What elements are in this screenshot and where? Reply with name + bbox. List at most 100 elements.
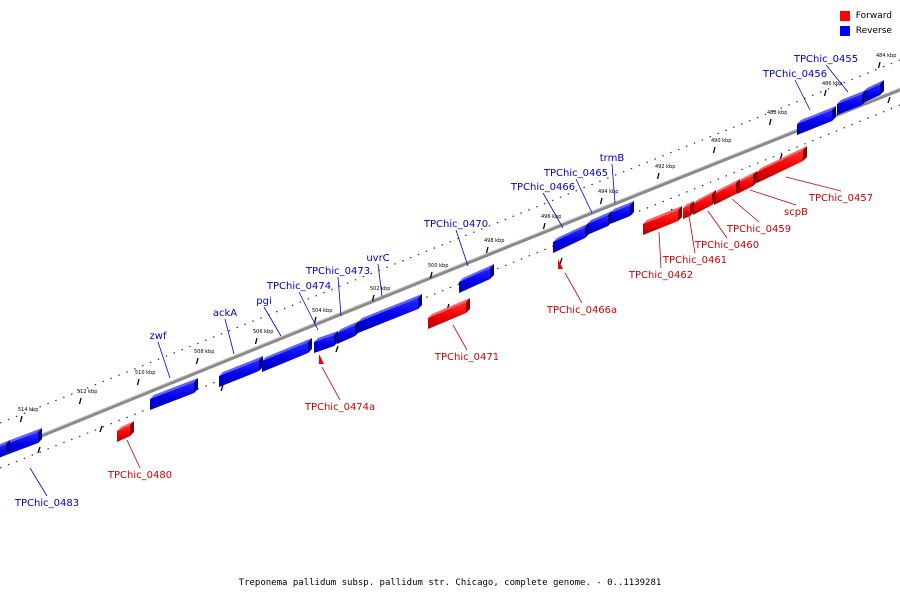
tick-mark: [429, 271, 433, 279]
tick-label: 496 kbp: [541, 214, 561, 220]
tick-label: 500 kbp: [428, 263, 448, 269]
tpchic-0466a-gene-label[interactable]: TPChic_0466a: [546, 272, 617, 316]
legend: Forward Reverse: [839, 8, 892, 38]
upper-dotted-track: [0, 59, 900, 424]
lower-tick-mark: [37, 446, 41, 454]
tick-mark: [254, 337, 258, 345]
tpchic-0466-feature: [553, 223, 589, 253]
lower-tick-mark: [99, 425, 103, 433]
tpchic-0456-feature: [837, 90, 866, 115]
label-layer: TPChic_0455 TPChic_0456 trmB TPChic_0465 TPC…: [14, 54, 873, 509]
tick-mark: [542, 222, 546, 230]
tick-mark: [712, 146, 716, 154]
acka-gene-label[interactable]: ackA: [213, 308, 237, 355]
svg-text:TPChic_0459: TPChic_0459: [726, 224, 791, 235]
svg-text:TPChic_0460: TPChic_0460: [694, 240, 759, 251]
tpchic-0456-gene-label[interactable]: TPChic_0456: [762, 69, 827, 111]
svg-text:TPChic_0470: TPChic_0470: [423, 219, 488, 230]
lower-tick-mark: [559, 257, 563, 265]
tpchic-0471-gene-label[interactable]: TPChic_0471: [434, 324, 499, 363]
tick-label: 514 kbp: [18, 407, 38, 413]
lower-tick-mark: [335, 345, 339, 353]
tick-mark: [195, 357, 199, 365]
tpchic-0457-feature: [757, 146, 807, 183]
tpchic-0470-feature: [459, 264, 494, 293]
zwf-gene-label[interactable]: zwf: [150, 331, 171, 379]
tpchic-0466-gene-label[interactable]: TPChic_0466: [510, 182, 575, 229]
lower-dotted-track: [0, 104, 900, 469]
tpchic-0483-feature: [6, 428, 42, 455]
tpchic-0462-feature: [643, 206, 682, 235]
tick-layer: 484 kbp 486 kbp 488 kbp 490 kbp 492 kbp 494 k…: [18, 53, 896, 423]
trmb-gene-label[interactable]: trmB: [600, 153, 625, 204]
legend-reverse-label: Reverse: [855, 25, 892, 36]
pgi-feature: [262, 338, 312, 372]
tpchic-0455-gene-label[interactable]: TPChic_0455: [793, 54, 858, 93]
svg-text:TPChic_0466: TPChic_0466: [510, 182, 575, 193]
svg-text:TPChic_0461: TPChic_0461: [662, 255, 727, 266]
tpchic-0474-gene-label[interactable]: TPChic_0474: [266, 281, 331, 331]
tick-label: 490 kbp: [711, 138, 731, 144]
tick-mark: [485, 246, 489, 254]
tpchic-0459-feature: [714, 179, 740, 205]
tpchic-0462-gene-label[interactable]: TPChic_0462: [628, 231, 693, 281]
legend-forward: Forward: [839, 8, 892, 23]
tick-label: 492 kbp: [655, 164, 675, 170]
uvrc-gene-label[interactable]: uvrC: [366, 253, 390, 297]
svg-text:TPChic_0474a: TPChic_0474a: [304, 402, 375, 413]
svg-text:TPChic_0465: TPChic_0465: [543, 168, 608, 179]
tick-mark: [768, 118, 772, 126]
svg-text:trmB: trmB: [600, 153, 625, 164]
forward-swatch: [839, 10, 850, 21]
tpchic-0459-gene-label[interactable]: TPChic_0459: [726, 198, 791, 235]
legend-reverse: Reverse: [839, 23, 892, 38]
scpb-gene-label[interactable]: scpB: [749, 189, 808, 218]
lower-tick-mark: [887, 96, 891, 104]
tick-mark: [136, 378, 140, 386]
gene-layer: [0, 80, 884, 458]
tpchic-0460-gene-label[interactable]: TPChic_0460: [694, 210, 759, 251]
svg-text:TPChic_0483: TPChic_0483: [14, 498, 79, 509]
svg-text:TPChic_0474: TPChic_0474: [266, 281, 331, 292]
tick-label: 484 kbp: [876, 53, 896, 59]
uvrc-feature: [358, 294, 422, 333]
tick-mark: [823, 89, 827, 97]
tick-label: 508 kbp: [194, 349, 214, 355]
svg-text:TPChic_0457: TPChic_0457: [808, 193, 873, 204]
tpchic-0465-feature: [587, 211, 612, 235]
tick-label: 488 kbp: [767, 110, 787, 116]
tpchic-0483-gene-label[interactable]: TPChic_0483: [14, 467, 79, 509]
svg-text:TPChic_0473: TPChic_0473: [305, 266, 370, 277]
zwf-feature: [150, 378, 198, 410]
tpchic-0474a-gene-label[interactable]: TPChic_0474a: [304, 366, 375, 413]
tick-label: 486 kbp: [822, 81, 842, 87]
tpchic-0457-gene-label[interactable]: TPChic_0457: [785, 176, 873, 204]
reverse-swatch: [839, 25, 850, 36]
tpchic-0480-gene-label[interactable]: TPChic_0480: [107, 439, 172, 481]
svg-text:scpB: scpB: [784, 207, 808, 218]
tick-label: 512 kbp: [77, 389, 97, 395]
map-caption: Treponema pallidum subsp. pallidum str. …: [238, 578, 662, 588]
tick-mark: [656, 172, 660, 180]
svg-text:TPChic_0462: TPChic_0462: [628, 270, 693, 281]
tick-label: 502 kbp: [370, 286, 390, 292]
tpchic-0473-gene-label[interactable]: TPChic_0473: [305, 266, 370, 317]
lower-tick-mark: [220, 384, 224, 392]
tpchic-0466a-feature: [558, 259, 563, 269]
tpchic-0471-feature: [428, 298, 470, 329]
pgi-gene-label[interactable]: pgi: [256, 296, 282, 337]
tpchic-0455-feature: [863, 80, 884, 103]
tpchic-0470-gene-label[interactable]: TPChic_0470: [423, 219, 488, 267]
tpchic-0465-gene-label[interactable]: TPChic_0465: [543, 168, 608, 214]
tpchic-0480-feature: [117, 421, 134, 442]
tick-mark: [371, 294, 375, 302]
svg-text:TPChic_0455: TPChic_0455: [793, 54, 858, 65]
tick-mark: [19, 415, 23, 423]
tpchic-0483-b-feature: [0, 440, 10, 458]
tpchic-0456-b-feature: [797, 106, 836, 135]
svg-text:TPChic_0456: TPChic_0456: [762, 69, 827, 80]
svg-text:uvrC: uvrC: [366, 253, 389, 264]
tpchic-0461-gene-label[interactable]: TPChic_0461: [662, 215, 727, 266]
tick-label: 506 kbp: [253, 329, 273, 335]
